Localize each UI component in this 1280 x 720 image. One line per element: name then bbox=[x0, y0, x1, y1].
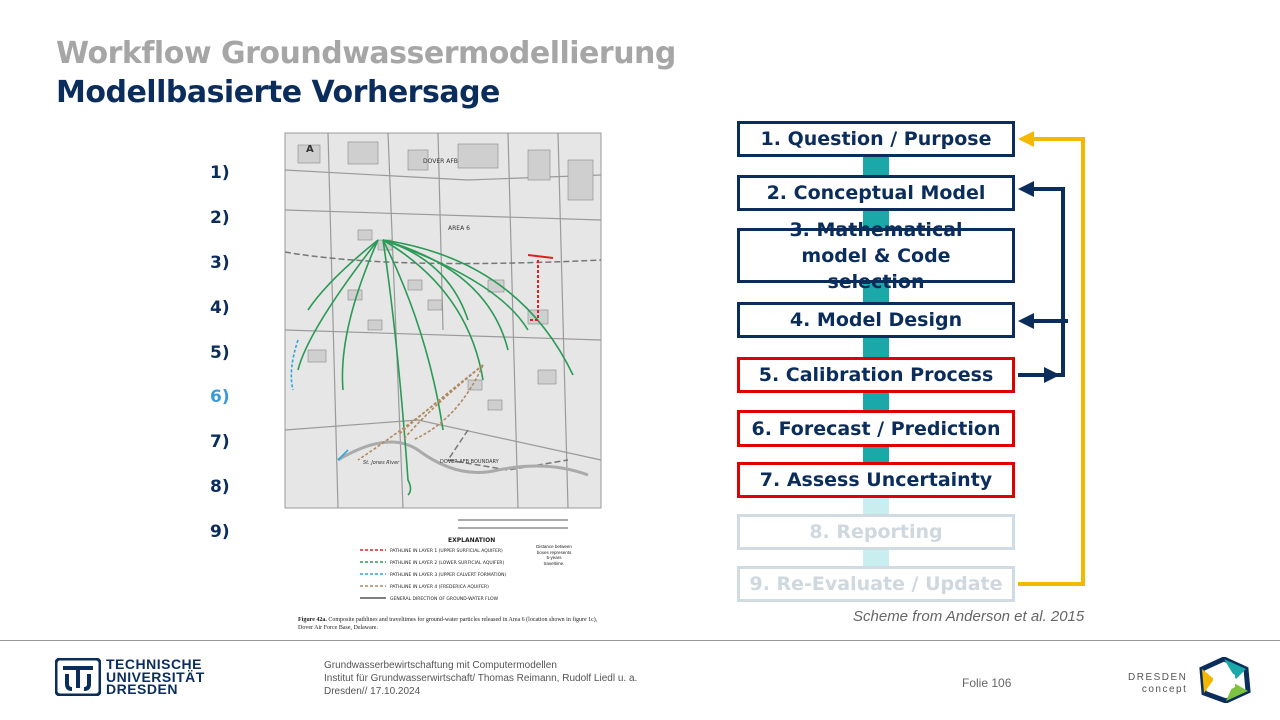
dresden-concept-line: DRESDEN bbox=[1128, 672, 1188, 683]
workflow-connector bbox=[863, 497, 889, 515]
step-number: 8) bbox=[210, 477, 230, 497]
workflow-step-mathematical-model: 3. Mathematical model & Code selection bbox=[737, 219, 1015, 293]
workflow-step-forecast: 6. Forecast / Prediction bbox=[737, 410, 1015, 447]
footer-info: Grundwasserbewirtschaftung mit Computerm… bbox=[324, 659, 637, 698]
footer-date: Dresden// 17.10.2024 bbox=[324, 686, 421, 697]
map-image: A DOVER AFB AREA 6 DOVER AFB BOUNDARY St… bbox=[284, 132, 602, 632]
university-line: TECHNISCHE bbox=[106, 656, 203, 672]
legend-note: Distance between boxes represents 5-year… bbox=[536, 544, 572, 566]
workflow-step-calibration: 5. Calibration Process bbox=[737, 357, 1015, 393]
slide-subtitle: Modellbasierte Vorhersage bbox=[56, 75, 500, 110]
legend: PATHLINE IN LAYER 1 (UPPER SURFICIAL AQU… bbox=[360, 544, 572, 602]
workflow-step-conceptual-model: 2. Conceptual Model bbox=[737, 175, 1015, 211]
scheme-caption: Scheme from Anderson et al. 2015 bbox=[853, 608, 1085, 625]
yellow-feedback-arrow bbox=[1018, 131, 1085, 586]
explanation-title: EXPLANATION bbox=[448, 537, 495, 544]
dresden-concept-logo-icon bbox=[1196, 656, 1252, 707]
step-number-active: 6) bbox=[210, 387, 230, 407]
workflow-step-re-evaluate: 9. Re-Evaluate / Update bbox=[737, 566, 1015, 602]
navy-feedback-arrow bbox=[1018, 181, 1068, 383]
workflow-connector bbox=[863, 336, 889, 358]
workflow-step-uncertainty: 7. Assess Uncertainty bbox=[737, 462, 1015, 498]
figure-caption: Figure 42a. Composite pathlines and trav… bbox=[298, 616, 598, 632]
legend-item: GENERAL DIRECTION OF GROUND-WATER FLOW bbox=[390, 596, 499, 602]
dresden-concept-text: DRESDEN concept bbox=[1128, 672, 1187, 696]
legend-item: PATHLINE IN LAYER 1 (UPPER SURFICIAL AQU… bbox=[390, 548, 503, 554]
slide-number: Folie 106 bbox=[962, 676, 1012, 690]
map-label-boundary: DOVER AFB BOUNDARY bbox=[440, 459, 500, 465]
step-number: 2) bbox=[210, 208, 230, 228]
map-label-afb: DOVER AFB bbox=[423, 158, 458, 165]
figure-caption-text: Composite pathlines and traveltimes for … bbox=[298, 617, 598, 631]
university-name: TECHNISCHE UNIVERSITÄT DRESDEN bbox=[106, 656, 205, 697]
legend-item: PATHLINE IN LAYER 4 (FREDERICA AQUIFER) bbox=[390, 584, 489, 590]
footer-divider bbox=[0, 640, 1280, 641]
workflow-step-reporting: 8. Reporting bbox=[737, 514, 1015, 550]
step-number: 4) bbox=[210, 298, 230, 318]
workflow-connector bbox=[863, 209, 889, 229]
workflow-connector bbox=[863, 445, 889, 463]
workflow-connector bbox=[863, 549, 889, 567]
legend-item: PATHLINE IN LAYER 2 (LOWER SURFICIAL AQU… bbox=[390, 560, 505, 566]
workflow-step-question: 1. Question / Purpose bbox=[737, 121, 1015, 157]
step-number: 5) bbox=[210, 343, 230, 363]
workflow-connector bbox=[863, 155, 889, 176]
step-number: 7) bbox=[210, 432, 230, 452]
map-label-river: St. Jones River bbox=[363, 460, 400, 466]
tu-dresden-logo-icon bbox=[54, 657, 102, 700]
workflow-connector bbox=[863, 391, 889, 411]
figure-caption-label: Figure 42a. bbox=[298, 617, 327, 623]
step-number: 1) bbox=[210, 163, 230, 183]
university-line: DRESDEN bbox=[106, 681, 178, 697]
map-label-a: A bbox=[306, 144, 314, 155]
legend-item: PATHLINE IN LAYER 3 (UPPER CALVERT FORMA… bbox=[390, 572, 507, 578]
dresden-concept-line: concept bbox=[1141, 684, 1188, 695]
workflow-connector bbox=[863, 282, 889, 303]
pathline-map-figure: A DOVER AFB AREA 6 DOVER AFB BOUNDARY St… bbox=[268, 130, 604, 640]
map-label-area: AREA 6 bbox=[448, 225, 470, 232]
step-number: 9) bbox=[210, 522, 230, 542]
workflow-step-model-design: 4. Model Design bbox=[737, 302, 1015, 338]
footer-institute: Institut für Grundwasserwirtschaft/ Thom… bbox=[324, 673, 638, 684]
footer-course: Grundwasserbewirtschaftung mit Computerm… bbox=[324, 660, 557, 671]
slide-title: Workflow Groundwassermodellierung bbox=[56, 36, 676, 71]
step-number: 3) bbox=[210, 253, 230, 273]
university-line: UNIVERSITÄT bbox=[106, 668, 205, 685]
